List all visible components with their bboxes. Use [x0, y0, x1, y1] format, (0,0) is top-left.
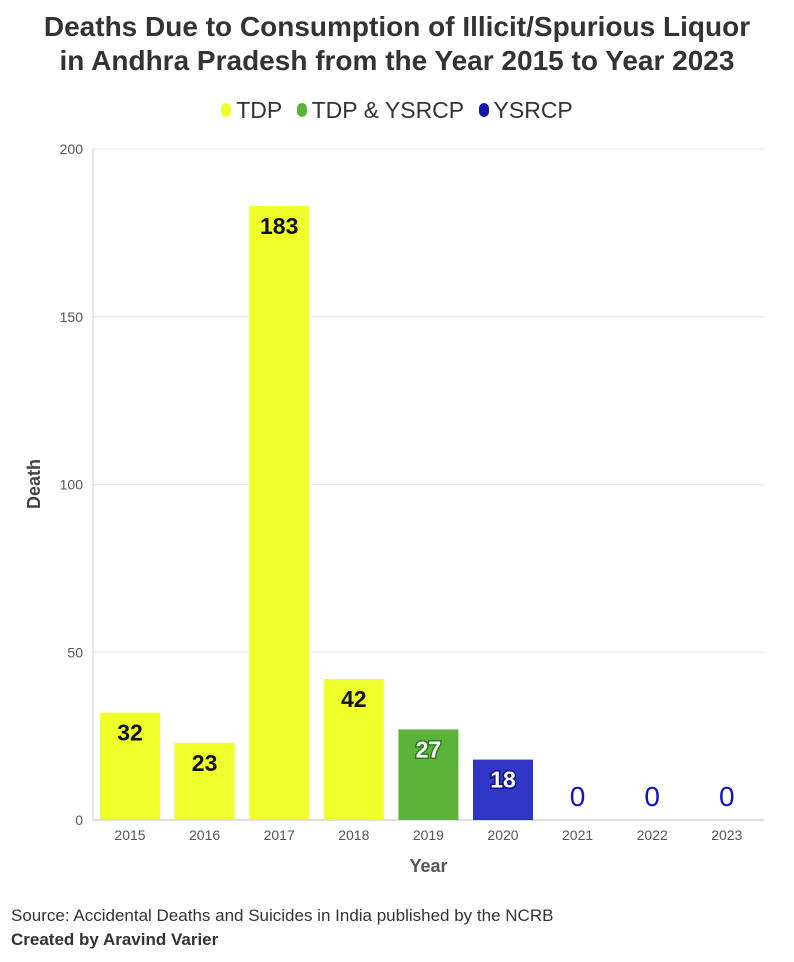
bar-2019: [398, 729, 459, 820]
x-tick-label: 2019: [413, 827, 444, 843]
legend-label-tdp: TDP: [236, 96, 283, 123]
legend: TDP TDP & YSRCP YSRCP: [0, 96, 794, 124]
x-tick-label: 2023: [711, 827, 742, 843]
data-label-2020: 18: [490, 767, 516, 793]
bar-2016: [174, 742, 235, 820]
x-tick-label: 2022: [637, 827, 668, 843]
bar-2018: [323, 679, 384, 820]
x-tick-label: 2017: [264, 827, 295, 843]
legend-item-tdp-ysrcp[interactable]: TDP & YSRCP: [296, 96, 465, 124]
x-tick-label: 2021: [562, 827, 593, 843]
legend-swatch-tdp: [221, 103, 232, 117]
legend-swatch-ysrcp: [478, 103, 489, 117]
x-tick-label: 2015: [114, 827, 145, 843]
data-label-2019: 27: [416, 736, 442, 762]
data-label-2023: 0: [719, 781, 735, 812]
x-tick-label: 2016: [189, 827, 220, 843]
bar-2015: [100, 712, 160, 820]
legend-swatch-tdp-ysrcp: [296, 103, 307, 117]
y-tick-label: 0: [75, 812, 83, 828]
legend-label-tdp-ysrcp: TDP & YSRCP: [311, 96, 465, 123]
legend-item-ysrcp[interactable]: YSRCP: [478, 96, 573, 124]
y-tick-label: 50: [67, 644, 83, 660]
legend-item-tdp[interactable]: TDP: [221, 97, 282, 124]
data-label-2021: 0: [570, 781, 586, 812]
source-note: Source: Accidental Deaths and Suicides i…: [11, 906, 554, 925]
data-label-2022: 0: [644, 781, 660, 812]
y-tick-label: 100: [60, 477, 84, 493]
bar-chart: 0 50 100 150 200 32 2015 23 2016 183 2017 42 2018 27 2…: [24, 141, 764, 876]
chart-title: Deaths Due to Consumption of Illicit/Spu…: [0, 10, 794, 78]
credit-note: Created by Aravind Varier: [11, 930, 219, 949]
chart-title-line1: Deaths Due to Consumption of Illicit/Spu…: [43, 11, 751, 42]
x-axis-title: Year: [409, 856, 447, 876]
data-label-2015: 32: [117, 720, 143, 746]
y-tick-label: 200: [60, 141, 84, 157]
bar-2020: [473, 759, 533, 820]
y-axis-title: Death: [24, 459, 44, 509]
bar-2017: [249, 206, 310, 820]
chart-title-line2: in Andhra Pradesh from the Year 2015 to …: [59, 45, 735, 76]
x-tick-label: 2020: [487, 827, 518, 843]
data-label-2018: 42: [341, 686, 367, 712]
legend-label-ysrcp: YSRCP: [493, 96, 573, 123]
data-label-2016: 23: [192, 750, 218, 776]
data-label-2017: 183: [260, 213, 298, 239]
y-tick-label: 150: [60, 309, 84, 325]
x-tick-label: 2018: [338, 827, 369, 843]
